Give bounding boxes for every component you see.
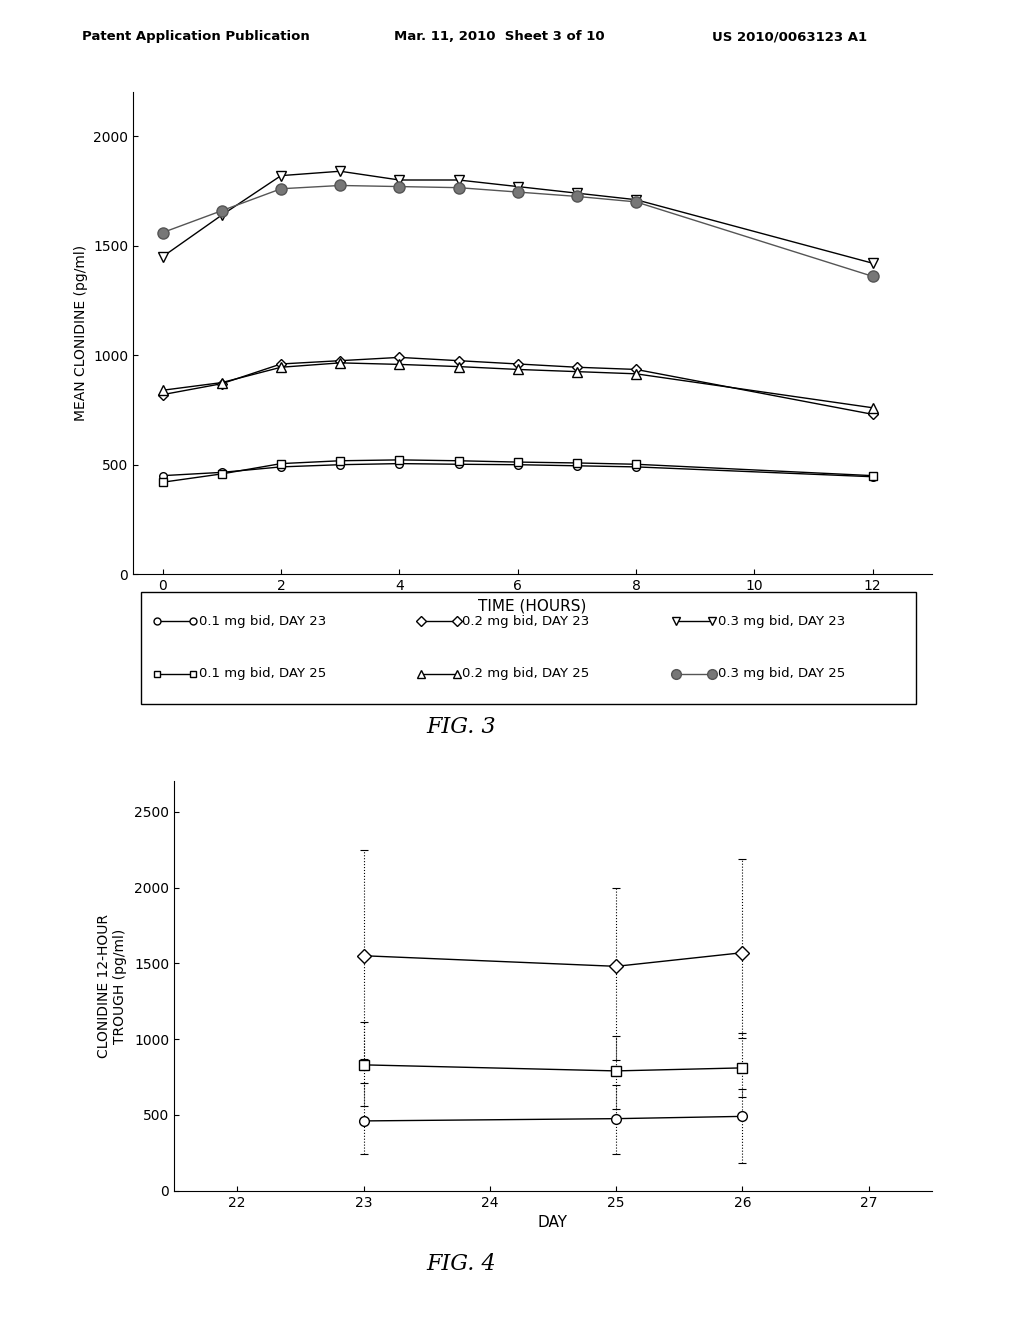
X-axis label: DAY: DAY <box>538 1214 568 1230</box>
Y-axis label: CLONIDINE 12-HOUR
TROUGH (pg/ml): CLONIDINE 12-HOUR TROUGH (pg/ml) <box>97 913 127 1059</box>
Text: US 2010/0063123 A1: US 2010/0063123 A1 <box>712 30 866 44</box>
Text: 0.2 mg bid, DAY 23: 0.2 mg bid, DAY 23 <box>462 615 590 628</box>
Text: 0.3 mg bid, DAY 25: 0.3 mg bid, DAY 25 <box>718 667 845 680</box>
Text: FIG. 3: FIG. 3 <box>426 715 496 738</box>
Text: 0.2 mg bid, DAY 25: 0.2 mg bid, DAY 25 <box>462 667 590 680</box>
Text: Patent Application Publication: Patent Application Publication <box>82 30 309 44</box>
Text: 0.1 mg bid, DAY 23: 0.1 mg bid, DAY 23 <box>199 615 326 628</box>
Text: FIG. 4: FIG. 4 <box>426 1253 496 1275</box>
Text: Mar. 11, 2010  Sheet 3 of 10: Mar. 11, 2010 Sheet 3 of 10 <box>394 30 605 44</box>
Text: 0.1 mg bid, DAY 25: 0.1 mg bid, DAY 25 <box>199 667 326 680</box>
X-axis label: TIME (HOURS): TIME (HOURS) <box>478 598 587 614</box>
Text: 0.3 mg bid, DAY 23: 0.3 mg bid, DAY 23 <box>718 615 845 628</box>
Y-axis label: MEAN CLONIDINE (pg/ml): MEAN CLONIDINE (pg/ml) <box>74 246 88 421</box>
